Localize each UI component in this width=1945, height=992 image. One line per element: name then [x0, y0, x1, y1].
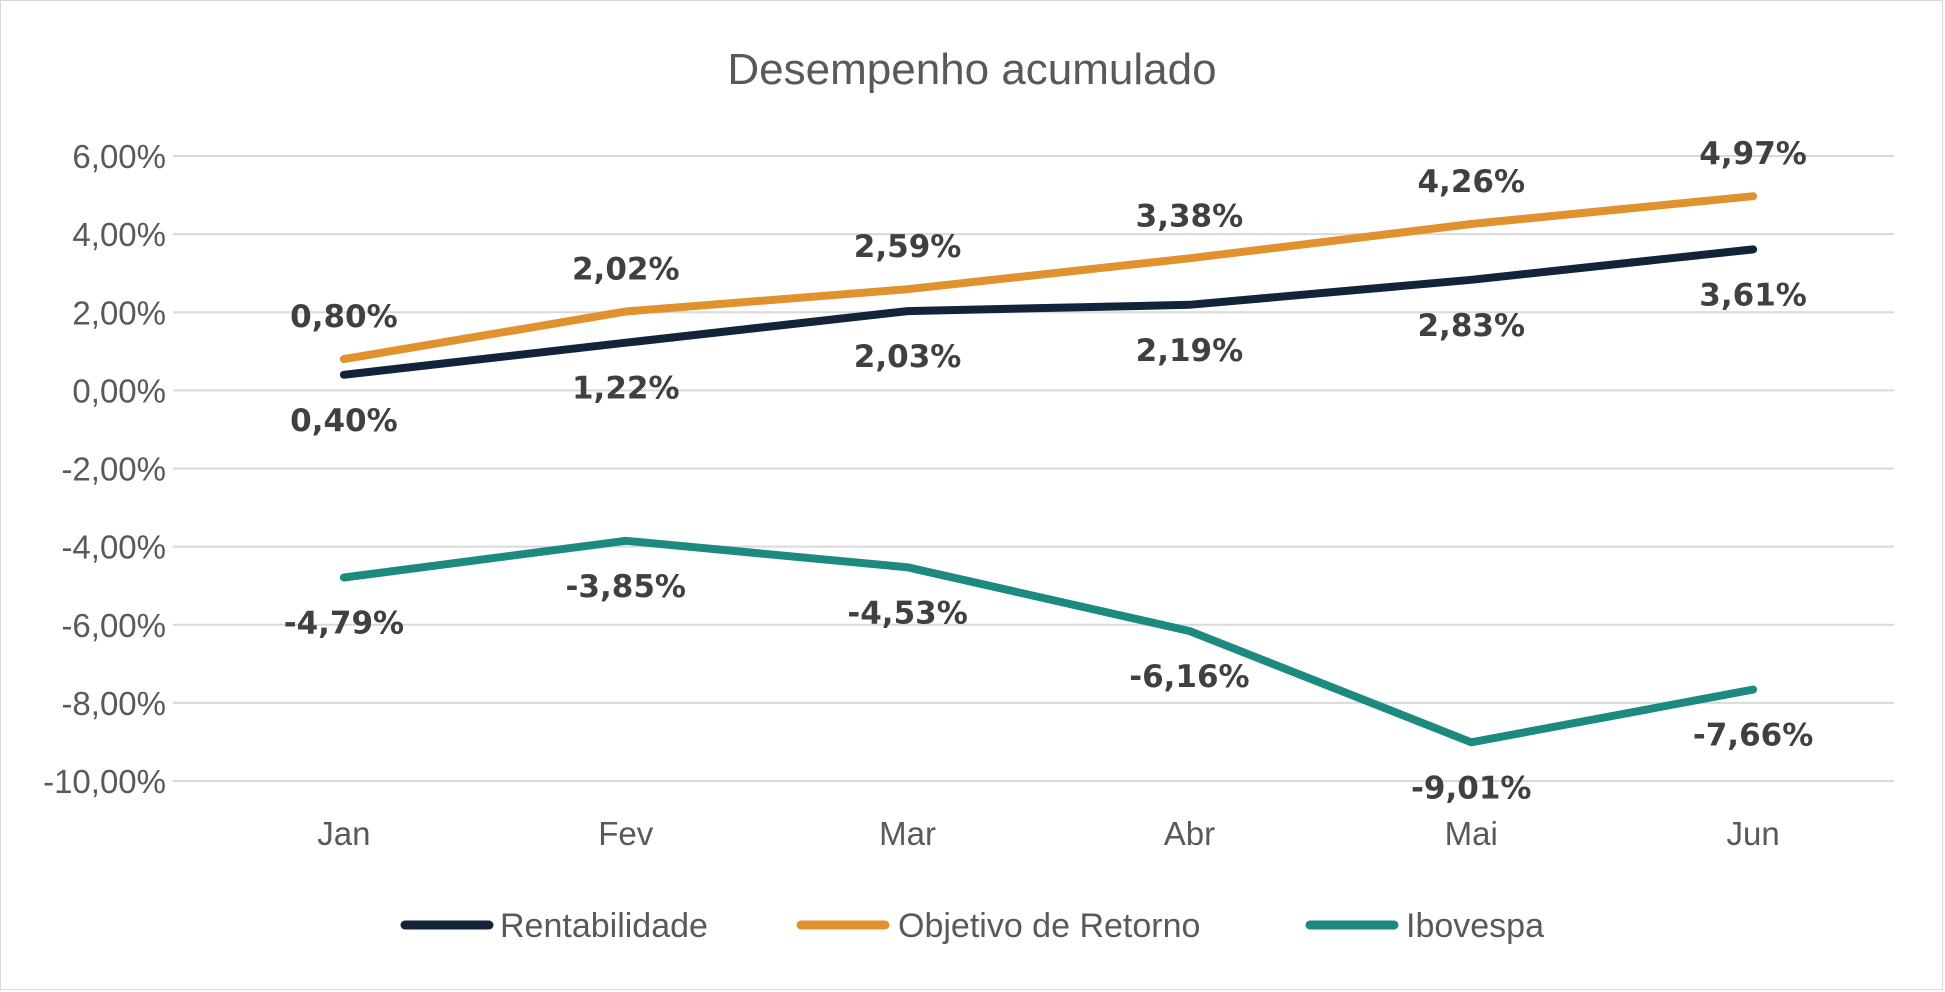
y-tick-label: -2,00% [61, 451, 166, 488]
data-label: 2,59% [854, 229, 962, 265]
x-tick-label: Mai [1445, 815, 1498, 852]
data-label: 2,03% [854, 339, 962, 375]
legend-label: Ibovespa [1406, 907, 1544, 945]
x-tick-label: Jan [317, 815, 370, 852]
x-tick-label: Fev [598, 815, 654, 852]
data-label: 2,19% [1136, 333, 1244, 369]
legend: Rentabilidade Objetivo de Retorno Ibovespa [400, 907, 1544, 945]
x-tick-label: Abr [1164, 815, 1215, 852]
series-line-3 [339, 536, 1758, 747]
data-label: -4,79% [284, 605, 404, 641]
data-label: 2,02% [572, 251, 680, 287]
data-label: -7,66% [1693, 718, 1813, 754]
series-line-2 [339, 192, 1758, 364]
data-label: -4,53% [847, 595, 967, 631]
data-label: 3,38% [1136, 198, 1244, 234]
chart-title: Desempenho acumulado [727, 45, 1216, 94]
y-tick-label: -10,00% [43, 763, 166, 800]
y-tick-label: -4,00% [61, 529, 166, 566]
y-tick-label: 2,00% [72, 294, 166, 331]
series-line-1 [339, 245, 1758, 379]
data-label: 4,26% [1417, 164, 1525, 200]
gridlines [173, 155, 1894, 782]
x-tick-label: Jun [1726, 815, 1779, 852]
x-tick-label: Mar [879, 815, 936, 852]
data-label: 0,40% [290, 403, 398, 439]
data-label: -9,01% [1411, 770, 1531, 806]
y-axis-ticks: 6,00% 4,00% 2,00% 0,00% -2,00% -4,00% -6,00% -8… [43, 138, 166, 800]
data-label: 0,80% [290, 299, 398, 335]
series-lines [339, 192, 1758, 747]
y-tick-label: -8,00% [61, 685, 166, 722]
data-label: 4,97% [1699, 136, 1807, 172]
data-label: 3,61% [1699, 277, 1807, 313]
x-axis-ticks: Jan Fev Mar Abr Mai Jun [317, 815, 1779, 852]
data-label: 2,83% [1417, 308, 1525, 344]
data-label: -3,85% [566, 569, 686, 605]
data-labels: 0,40% 1,22% 2,03% 2,19% 2,83% 3,61% 0,80% 2,02%… [284, 136, 1814, 806]
data-label: 1,22% [572, 371, 680, 407]
y-tick-label: 4,00% [72, 216, 166, 253]
y-tick-label: 0,00% [72, 372, 166, 409]
data-label: -6,16% [1129, 659, 1249, 695]
y-tick-label: -6,00% [61, 607, 166, 644]
legend-label: Objetivo de Retorno [898, 907, 1200, 945]
y-tick-label: 6,00% [72, 138, 166, 175]
legend-label: Rentabilidade [500, 907, 708, 945]
